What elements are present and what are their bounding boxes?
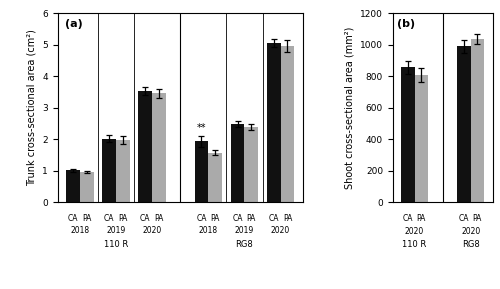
Text: 2020: 2020 (142, 226, 162, 235)
Text: (b): (b) (397, 19, 415, 29)
Text: 2019: 2019 (106, 226, 126, 235)
Text: PA: PA (283, 214, 292, 223)
Text: CA: CA (268, 214, 279, 223)
Text: 2018: 2018 (70, 226, 90, 235)
Bar (244, 127, 258, 202)
Bar (470, 38, 484, 202)
Text: PA: PA (246, 214, 256, 223)
Y-axis label: Trunk cross-sectional area (cm²): Trunk cross-sectional area (cm²) (26, 29, 36, 186)
Text: **: ** (196, 123, 206, 133)
Y-axis label: Shoot cross-sectional area (mm²): Shoot cross-sectional area (mm²) (344, 27, 354, 189)
Text: CA: CA (402, 214, 413, 223)
Text: 2019: 2019 (235, 226, 254, 235)
Bar (458, 47, 470, 202)
Bar (102, 138, 116, 202)
Text: 2020: 2020 (461, 227, 480, 236)
Text: 110 R: 110 R (104, 240, 128, 249)
Bar (267, 43, 280, 202)
Text: 2020: 2020 (405, 227, 424, 236)
Text: PA: PA (210, 214, 220, 223)
Text: 2020: 2020 (271, 226, 290, 235)
Text: PA: PA (472, 214, 482, 223)
Text: PA: PA (416, 214, 426, 223)
Bar (66, 170, 80, 202)
Text: RG8: RG8 (462, 240, 479, 249)
Bar (280, 46, 294, 202)
Text: 2018: 2018 (198, 226, 218, 235)
Text: RG8: RG8 (236, 240, 254, 249)
Text: PA: PA (154, 214, 164, 223)
Bar (401, 67, 414, 202)
Text: PA: PA (82, 214, 92, 223)
Text: 110 R: 110 R (402, 240, 426, 249)
Bar (116, 140, 130, 202)
Text: CA: CA (104, 214, 115, 223)
Bar (152, 93, 166, 202)
Text: CA: CA (68, 214, 78, 223)
Text: CA: CA (459, 214, 469, 223)
Text: CA: CA (196, 214, 206, 223)
Text: CA: CA (140, 214, 150, 223)
Bar (194, 141, 208, 202)
Text: PA: PA (118, 214, 128, 223)
Bar (80, 172, 94, 202)
Bar (138, 91, 152, 202)
Text: CA: CA (232, 214, 243, 223)
Bar (414, 75, 428, 202)
Text: (a): (a) (65, 19, 82, 29)
Bar (208, 153, 222, 202)
Bar (230, 124, 244, 202)
